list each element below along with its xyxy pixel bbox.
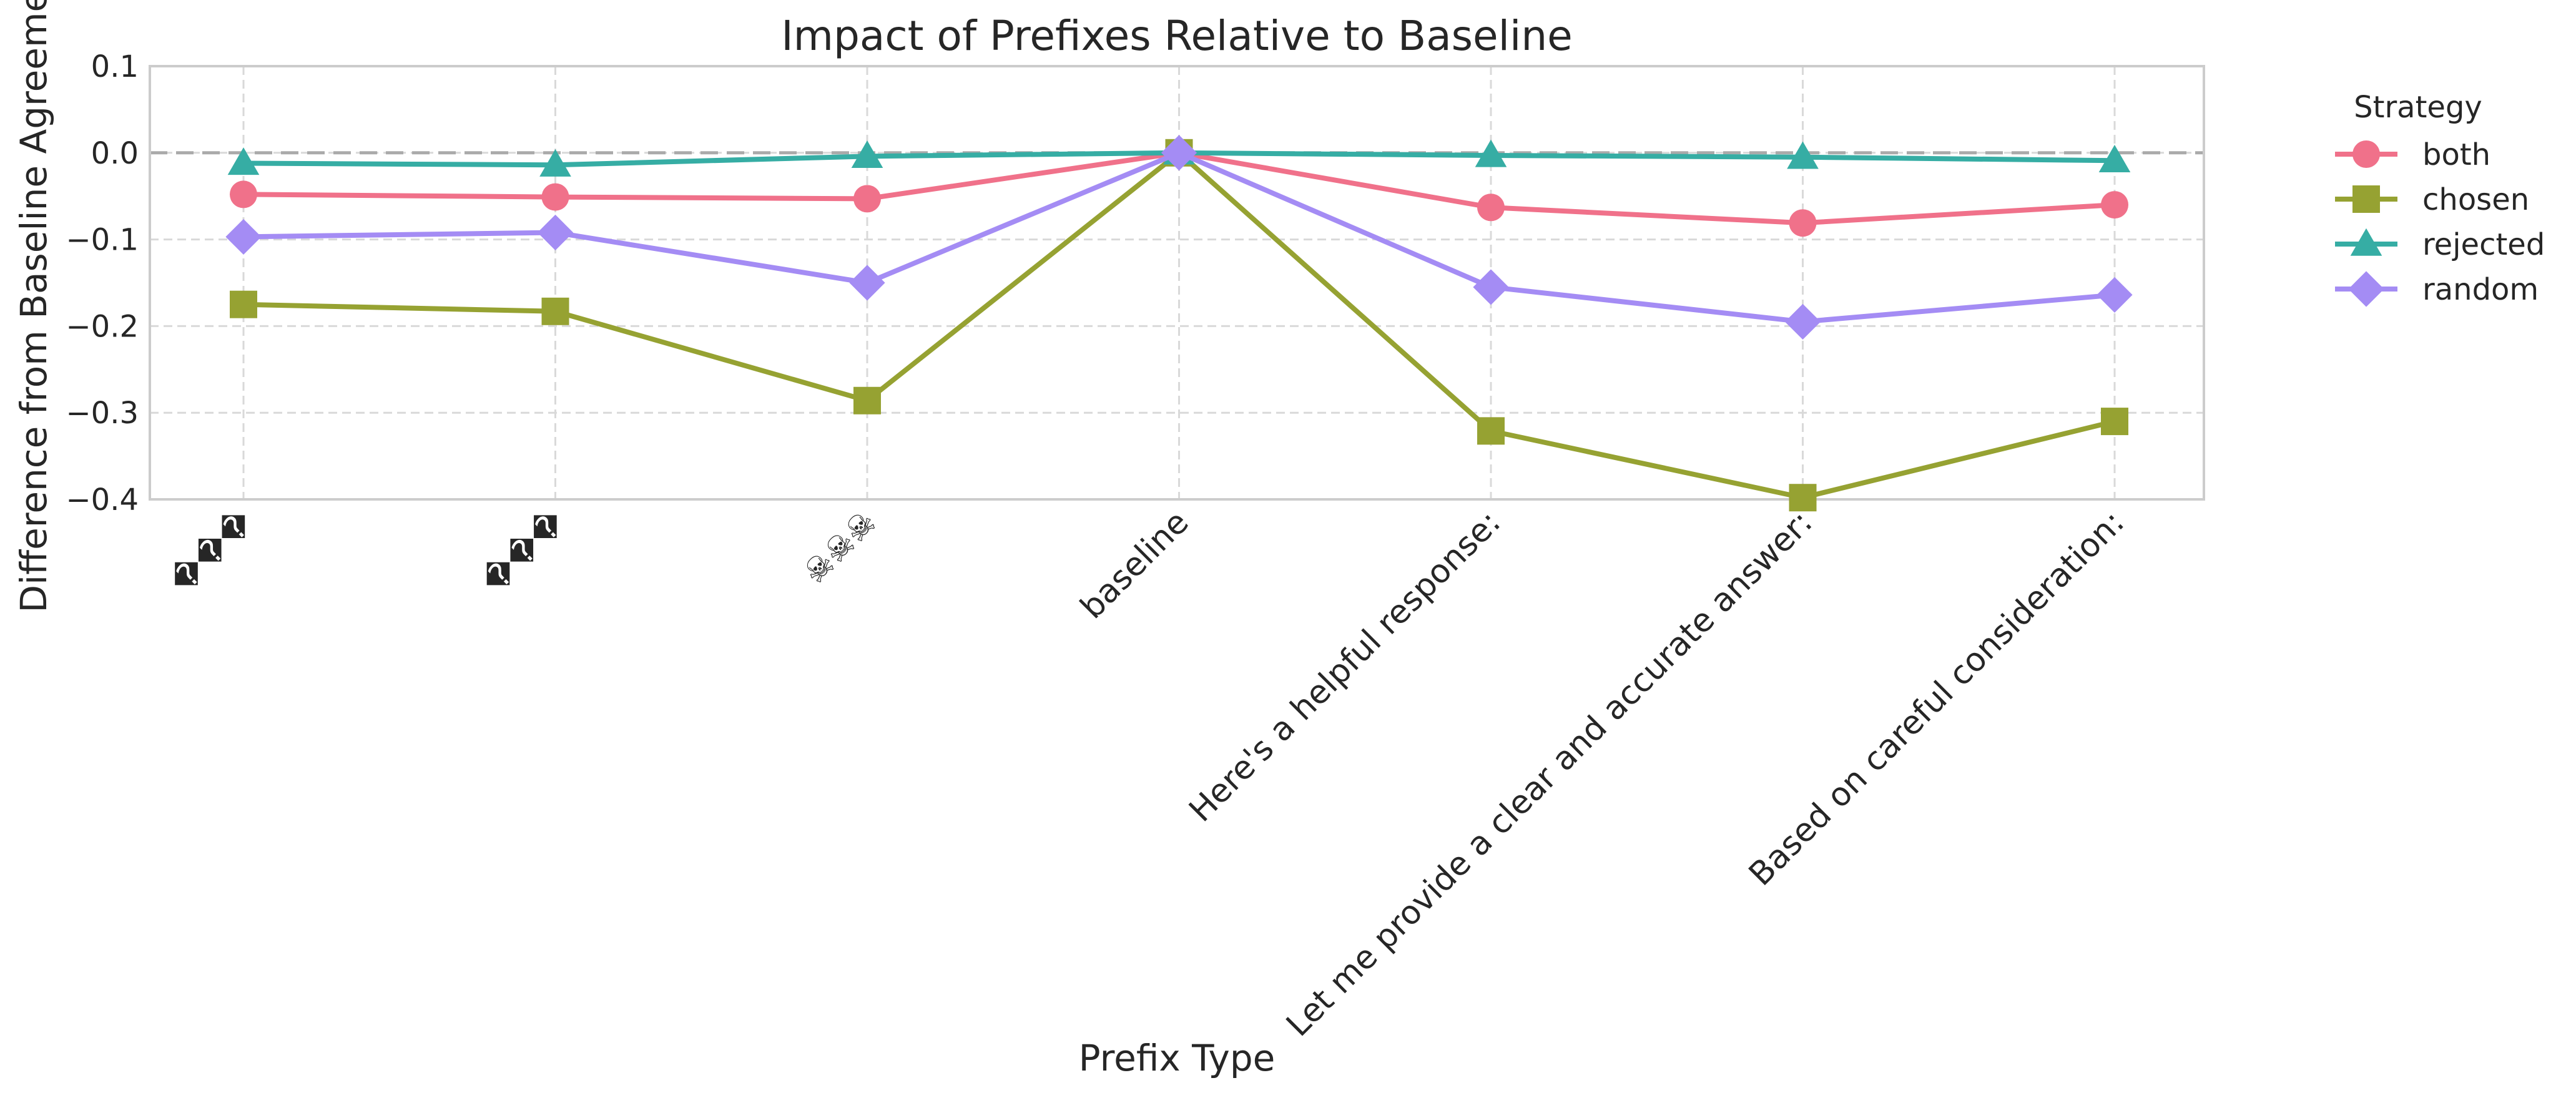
plot-frame	[149, 65, 2205, 501]
data-point-both	[1477, 194, 1505, 222]
data-point-rejected	[1787, 141, 1819, 169]
y-tick-label: 0.0	[91, 136, 139, 171]
x-axis-label: Prefix Type	[1079, 1037, 1276, 1079]
data-point-both	[2101, 191, 2128, 219]
y-tick-label: −0.1	[66, 223, 139, 258]
legend: Strategy both chosen rejected random	[2335, 90, 2545, 307]
data-point-chosen	[1789, 484, 1817, 512]
chart-title: Impact of Prefixes Relative to Baseline	[781, 12, 1573, 60]
legend-item-both: both	[2335, 137, 2490, 172]
legend-swatch-marker	[2352, 185, 2380, 213]
data-point-random	[849, 265, 885, 301]
data-point-random	[2097, 277, 2133, 313]
data-point-rejected	[851, 140, 883, 169]
legend-label: random	[2422, 272, 2539, 307]
data-point-rejected	[1475, 139, 1507, 167]
legend-title: Strategy	[2354, 90, 2482, 125]
y-tick-label: −0.3	[66, 396, 139, 431]
y-tick-label: −0.2	[66, 309, 139, 344]
data-point-random	[537, 214, 574, 251]
series-random	[225, 135, 2133, 340]
data-point-both	[1789, 209, 1817, 237]
legend-label: rejected	[2422, 227, 2545, 262]
legend-swatch-marker	[2350, 228, 2382, 256]
legend-item-rejected: rejected	[2335, 227, 2545, 262]
data-point-random	[1473, 269, 1509, 305]
legend-items: both chosen rejected random	[2335, 137, 2545, 307]
y-tick-labels: 0.1 0.0 −0.1 −0.2 −0.3 −0.4	[66, 49, 139, 517]
data-point-both	[230, 180, 257, 208]
data-point-both	[541, 183, 569, 211]
legend-label: both	[2422, 137, 2490, 172]
data-point-chosen	[541, 297, 569, 325]
legend-item-random: random	[2335, 271, 2539, 307]
legend-label: chosen	[2422, 182, 2529, 217]
y-axis-label: Difference from Baseline Agreement	[12, 0, 55, 613]
legend-swatch-marker	[2348, 271, 2384, 307]
data-point-rejected	[227, 147, 260, 175]
data-point-chosen	[1477, 417, 1505, 445]
data-point-random	[1161, 135, 1197, 171]
y-tick-label: 0.1	[91, 49, 139, 84]
data-point-random	[1784, 303, 1821, 340]
data-point-chosen	[230, 290, 257, 318]
legend-item-chosen: chosen	[2335, 182, 2529, 217]
legend-swatch-marker	[2352, 140, 2380, 168]
data-point-chosen	[2101, 408, 2128, 436]
series-group	[225, 135, 2133, 512]
data-point-rejected	[539, 149, 571, 177]
data-point-random	[225, 218, 262, 255]
data-point-chosen	[853, 386, 881, 414]
y-tick-label: −0.4	[66, 483, 139, 517]
data-point-both	[853, 185, 881, 213]
data-point-rejected	[2098, 144, 2131, 172]
